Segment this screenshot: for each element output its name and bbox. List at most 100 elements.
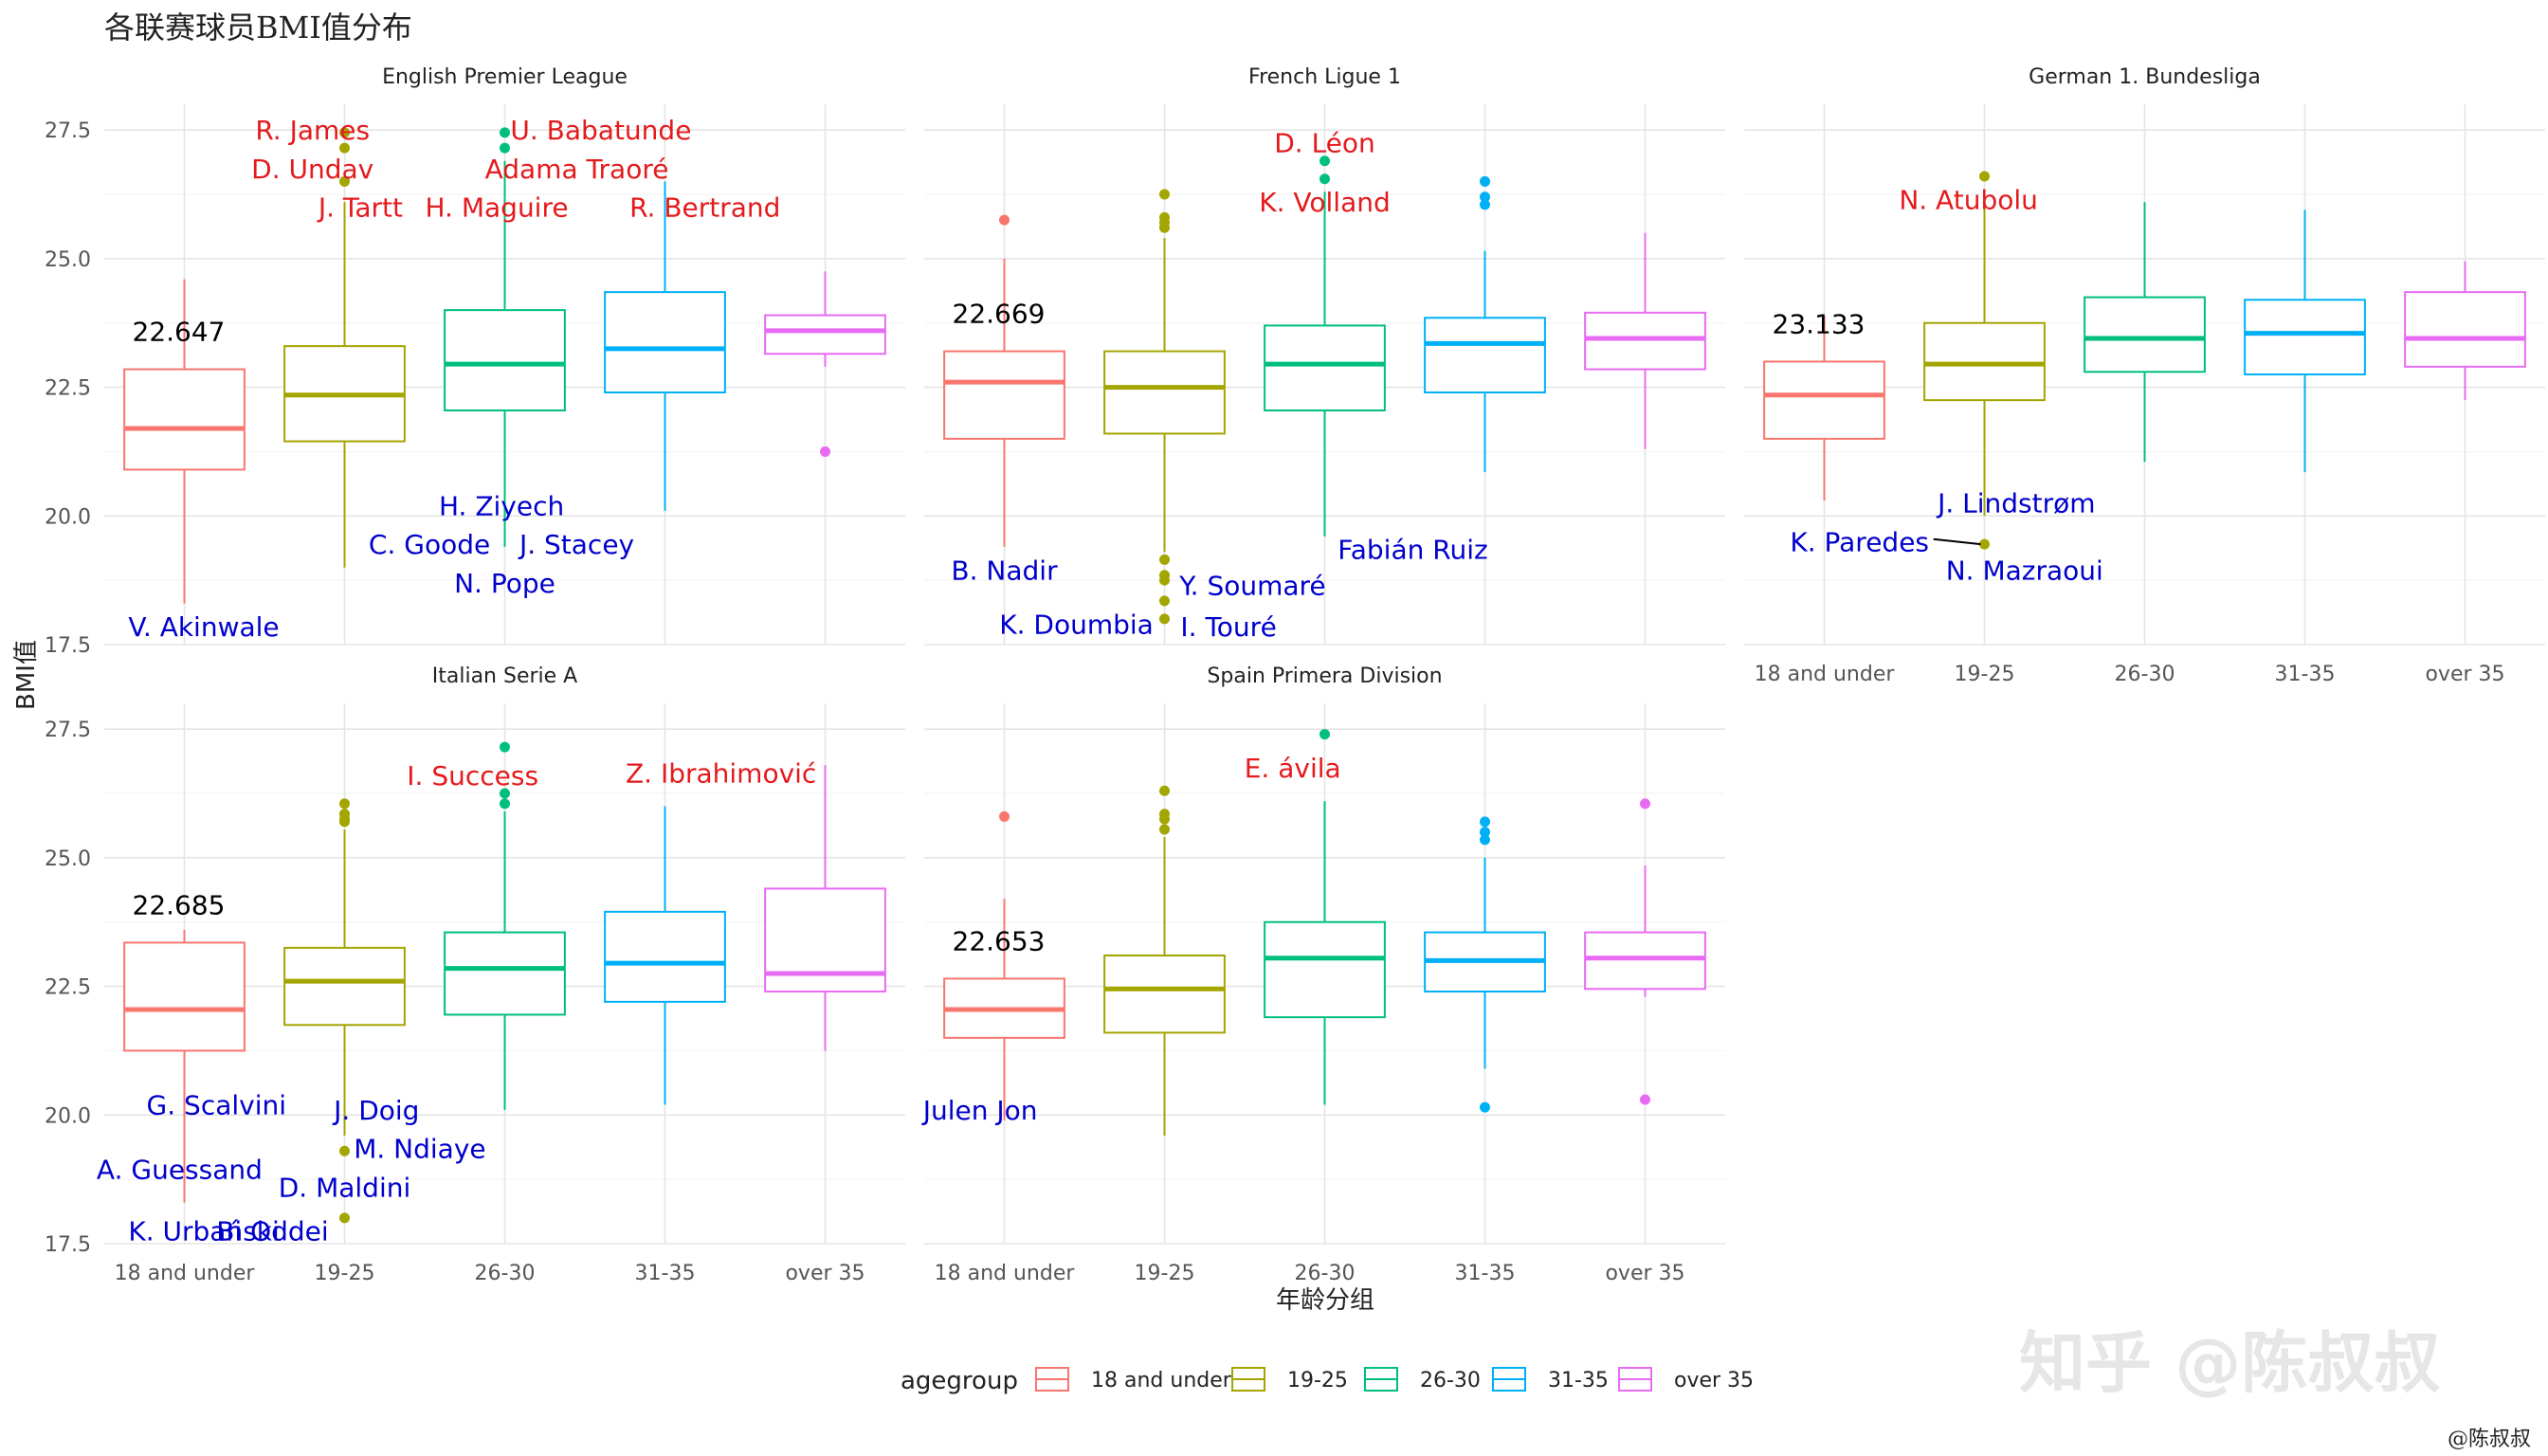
box-body [1584,931,1706,991]
outlier-point [1480,1101,1490,1113]
outlier-point [1480,834,1490,846]
box-body [123,368,246,471]
outlier-point [820,446,830,457]
panel-title: English Premier League [382,65,628,89]
box-2 [2084,202,2206,463]
outlier-point [339,175,350,187]
outlier-point [1640,798,1650,810]
player-label: Fabián Ruiz [1338,535,1487,566]
box-0 [123,929,246,1203]
outlier-point [1480,175,1490,187]
box-1 [283,127,406,568]
outlier-point [999,810,1010,822]
player-label: N. Atubolu [1899,184,2038,215]
box-3 [2244,209,2366,473]
box-body [2084,296,2206,373]
box-body [1264,324,1386,411]
outlier-point [1159,613,1170,625]
box-2 [444,127,566,547]
player-label: Y. Soumaré [1178,571,1325,602]
box-body [1923,321,2046,402]
legend: agegroup 18 and under 19-25 26-30 31-35 over … [901,1367,1754,1395]
player-label: Bi Oddei [216,1215,328,1247]
box-0 [943,214,1065,547]
box-body [444,309,566,411]
player-label: D. Undav [251,154,373,185]
player-label: I. Touré [1180,611,1276,643]
player-label: K. Urbański [128,1215,279,1247]
x-tick-label: over 35 [785,1262,864,1285]
y-tick-label: 27.5 [45,119,91,143]
player-label: C. Goode [369,529,490,560]
outlier-point [339,142,350,154]
x-tick-label: 18 and under [1755,663,1896,686]
box-body [283,946,406,1027]
mean-annotation: 22.685 [133,889,226,920]
outlier-point [1159,189,1170,200]
x-tick-label: 19-25 [1955,663,2015,686]
outlier-point [339,1212,350,1224]
outlier-point [1159,554,1170,565]
legend-label: 18 and under [1091,1369,1232,1392]
player-label: B. Nadir [951,555,1058,586]
legend-item: 19-25 [1231,1367,1348,1392]
player-label: K. Paredes [1790,526,1929,557]
legend-item: 26-30 [1364,1367,1481,1392]
player-label: H. Maguire [425,192,568,224]
x-tick-label: 31-35 [2275,663,2336,686]
player-label: R. Bertrand [629,192,780,224]
box-0 [123,279,246,604]
player-label: Julen Jon [921,1095,1038,1126]
player-label: D. Léon [1274,128,1375,159]
outlier-point [1159,813,1170,825]
box-body [1264,920,1386,1019]
player-label: K. Volland [1259,187,1391,218]
box-0 [1763,315,1885,500]
box-1 [283,798,406,1224]
y-tick-label: 22.5 [45,976,91,1000]
panel-title: German 1. Bundesliga [2029,65,2261,89]
box-2 [444,741,566,1110]
mean-annotation: 23.133 [1773,308,1866,339]
outlier-point [500,741,510,753]
outlier-point [1640,1094,1650,1105]
player-label: J. Stacey [518,529,634,560]
player-label: G. Scalvini [147,1089,286,1120]
box-body [1103,350,1226,435]
mean-annotation: 22.669 [953,299,1046,330]
x-tick-label: 31-35 [635,1262,696,1285]
outlier-point [1159,222,1170,233]
player-label: K. Doumbia [999,609,1154,640]
outlier-point [1159,824,1170,835]
legend-label: 19-25 [1287,1369,1348,1392]
box-3 [1424,175,1546,473]
facet-panel: German 1. Bundesliga 18 and under 19-25 26-… [1744,65,2545,686]
y-axis-title: BMI值 [12,640,41,710]
box-4 [764,271,886,457]
box-body [444,931,566,1016]
outlier-point [500,142,510,154]
box-body [604,291,726,393]
outlier-point [1480,199,1490,210]
legend-item: 18 and under [1035,1367,1232,1392]
y-tick-label: 17.5 [45,1233,91,1257]
box-4 [2404,261,2526,401]
box-0 [943,810,1065,1120]
box-body [604,910,726,1003]
y-tick-label: 25.0 [45,248,91,272]
outlier-point [339,798,350,810]
legend-label: 31-35 [1548,1369,1609,1392]
x-tick-label: 26-30 [2115,663,2175,686]
label-leader-line [1933,537,1981,546]
outlier-point [1320,729,1330,740]
y-tick-label: 25.0 [45,847,91,871]
player-label: E. ávila [1245,753,1341,784]
player-label: H. Ziyech [439,490,564,521]
player-label: A. Guessand [97,1154,263,1185]
x-tick-label: over 35 [2425,663,2504,686]
facet-panel: French Ligue 1 22.669 D. Léon K. Volland B. … [924,65,1725,646]
player-label: M. Ndiaye [354,1134,485,1165]
outlier-point [1480,191,1490,203]
box-1 [1103,785,1226,1136]
